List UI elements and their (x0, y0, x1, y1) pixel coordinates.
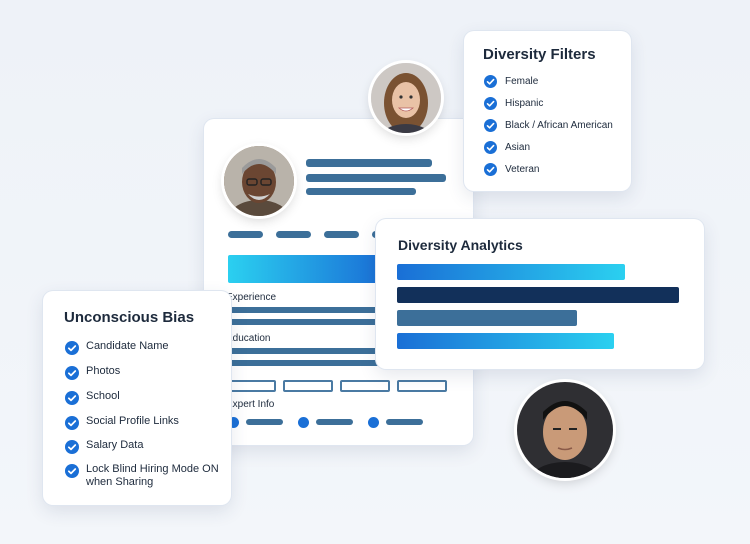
check-circle-icon (484, 163, 497, 176)
check-circle-icon (65, 464, 79, 478)
filter-label: Female (505, 76, 539, 87)
filter-item-asian[interactable]: Asian (484, 141, 530, 154)
bias-label: School (86, 390, 120, 402)
bias-item-photos[interactable]: Photos (65, 365, 120, 380)
diversity-filters-card: Diversity Filters Female Hispanic Black … (464, 31, 631, 191)
check-circle-icon (484, 75, 497, 88)
check-circle-icon (65, 341, 79, 355)
bias-label: Photos (86, 365, 121, 377)
filter-label: Veteran (505, 164, 540, 175)
check-circle-icon (65, 440, 79, 454)
bias-item-school[interactable]: School (65, 390, 120, 405)
unconscious-bias-card: Unconscious Bias Candidate Name Photos S… (43, 291, 231, 505)
analytics-bar (397, 333, 614, 349)
check-circle-icon (484, 97, 497, 110)
bias-item-social-links[interactable]: Social Profile Links (65, 415, 179, 430)
filter-item-hispanic[interactable]: Hispanic (484, 97, 543, 110)
expert-line-3 (386, 419, 423, 425)
check-circle-icon (65, 366, 79, 380)
experience-label: Experience (226, 292, 277, 303)
check-circle-icon (65, 391, 79, 405)
education-label: Education (226, 333, 271, 344)
filter-label: Hispanic (505, 98, 544, 109)
analytics-title: Diversity Analytics (398, 237, 523, 253)
check-circle-icon (484, 141, 497, 154)
analytics-bar (397, 287, 679, 303)
expert-info-label: Expert Info (226, 399, 275, 410)
tag-2 (276, 231, 311, 238)
filters-title: Diversity Filters (483, 46, 596, 63)
filter-item-female[interactable]: Female (484, 75, 538, 88)
highlight-bar (228, 255, 383, 283)
woman-avatar (371, 63, 441, 133)
expert-dot-1 (228, 417, 239, 428)
man-avatar (517, 382, 613, 478)
filter-label: Black / African American (505, 120, 613, 131)
tag-1 (228, 231, 263, 238)
diversity-analytics-card: Diversity Analytics (376, 219, 704, 369)
bias-label: Candidate Name (86, 340, 169, 352)
education-line-1 (228, 348, 383, 354)
expert-line-1 (246, 419, 283, 425)
subtitle-line (306, 188, 416, 195)
skill-box-3 (340, 380, 390, 392)
title-line (306, 174, 446, 182)
skill-box-1 (226, 380, 276, 392)
bias-item-blind-mode[interactable]: Lock Blind Hiring Mode ON when Sharing (65, 463, 219, 489)
tag-3 (324, 231, 359, 238)
experience-line-1 (228, 307, 383, 313)
analytics-bars (397, 264, 679, 354)
bias-item-salary[interactable]: Salary Data (65, 439, 143, 454)
name-line (306, 159, 432, 167)
check-circle-icon (484, 119, 497, 132)
filter-item-veteran[interactable]: Veteran (484, 163, 539, 176)
expert-dot-3 (368, 417, 379, 428)
bias-label: Lock Blind Hiring Mode ON when Sharing (86, 463, 219, 488)
analytics-bar (397, 310, 577, 326)
bias-title: Unconscious Bias (64, 309, 195, 326)
expert-line-2 (316, 419, 353, 425)
bias-label: Social Profile Links (86, 415, 179, 427)
analytics-bar (397, 264, 625, 280)
filter-label: Asian (505, 142, 531, 153)
skill-box-4 (397, 380, 447, 392)
skill-box-2 (283, 380, 333, 392)
filter-item-black[interactable]: Black / African American (484, 119, 613, 132)
bias-item-candidate-name[interactable]: Candidate Name (65, 340, 169, 355)
candidate-avatar (224, 146, 294, 216)
experience-line-2 (228, 319, 383, 325)
education-line-2 (228, 360, 383, 366)
expert-dot-2 (298, 417, 309, 428)
check-circle-icon (65, 416, 79, 430)
bias-label: Salary Data (86, 439, 144, 451)
